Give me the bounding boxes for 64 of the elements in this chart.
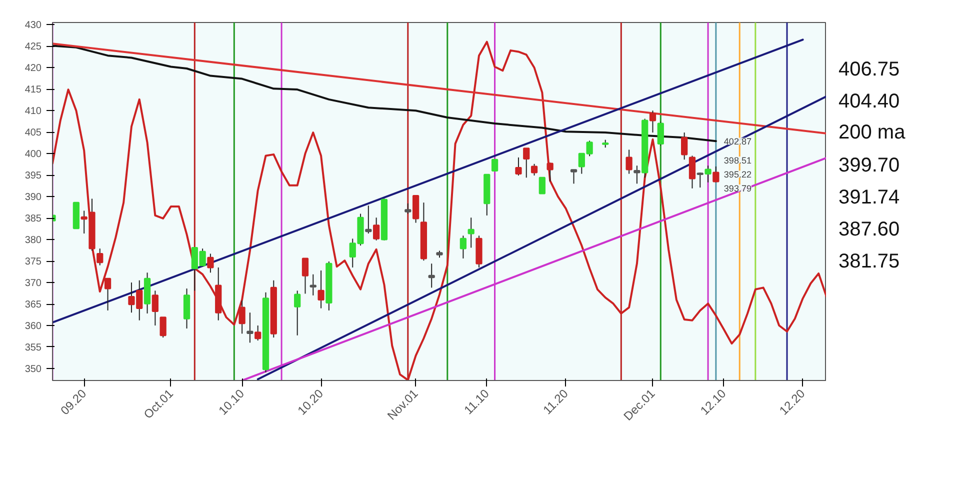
candlestick (657, 121, 664, 146)
candlestick (681, 132, 688, 160)
candlestick (634, 165, 640, 184)
candlestick (365, 205, 372, 234)
candlestick (373, 217, 380, 241)
y-tick-label: 355 (24, 342, 42, 354)
candlestick (546, 162, 554, 182)
candlestick (160, 316, 166, 338)
candlestick (404, 202, 412, 214)
candlestick (238, 300, 246, 334)
text: 391.74 (838, 186, 900, 208)
y-tick-label: 385 (24, 214, 42, 225)
annotation: 402.87 (724, 136, 752, 147)
candlestick (538, 176, 546, 194)
candlestick (626, 149, 632, 174)
y-tick-label: 425 (24, 42, 42, 53)
y-tick-label: 365 (24, 300, 42, 310)
candlestick (254, 324, 262, 342)
text: 381.75 (838, 250, 900, 272)
candlestick (523, 148, 530, 178)
y-tick-label: 370 (24, 278, 42, 290)
text: 387.60 (838, 218, 900, 240)
y-tick-label: 410 (24, 106, 42, 118)
y-tick-label: 405 (24, 128, 42, 139)
candlestick (152, 290, 158, 326)
y-tick-label: 400 (24, 149, 42, 160)
text: 399.70 (838, 154, 900, 176)
candlestick (207, 253, 214, 274)
candlestick (515, 156, 522, 176)
annotation: 395.22 (724, 170, 752, 180)
annotation: 393.79 (724, 183, 752, 194)
y-tick-label: 390 (24, 192, 42, 204)
candlestick (246, 312, 254, 344)
candlestick (460, 235, 467, 259)
candlestick (649, 110, 656, 134)
annotation: 398.51 (724, 155, 752, 166)
candlestick (183, 288, 190, 329)
text: 200 ma (838, 122, 906, 144)
candlestick (302, 258, 309, 294)
candlestick (468, 217, 474, 248)
y-tick-label: 375 (24, 256, 42, 268)
candlestick (530, 163, 538, 176)
candlestick (104, 278, 112, 311)
y-tick-label: 395 (24, 170, 42, 182)
candlestick (310, 274, 316, 296)
candlestick (696, 172, 704, 188)
candlestick (412, 194, 420, 224)
candlestick (491, 158, 498, 172)
y-tick-label: 350 (24, 364, 42, 375)
y-tick-label: 380 (24, 235, 42, 246)
y-tick-label: 420 (24, 63, 42, 74)
candlestick (294, 290, 301, 336)
text: 404.40 (838, 90, 900, 112)
candlestick (96, 248, 104, 266)
y-tick-label: 415 (24, 84, 42, 96)
candlestick (688, 155, 696, 189)
candlestick (318, 270, 324, 309)
candlestick (704, 165, 712, 183)
y-tick-label: 430 (24, 20, 42, 32)
y-tick-label: 360 (24, 320, 42, 332)
candlestick (712, 166, 720, 183)
candlestick (570, 169, 578, 184)
candlestick (428, 263, 435, 288)
text: 406.75 (838, 58, 900, 80)
